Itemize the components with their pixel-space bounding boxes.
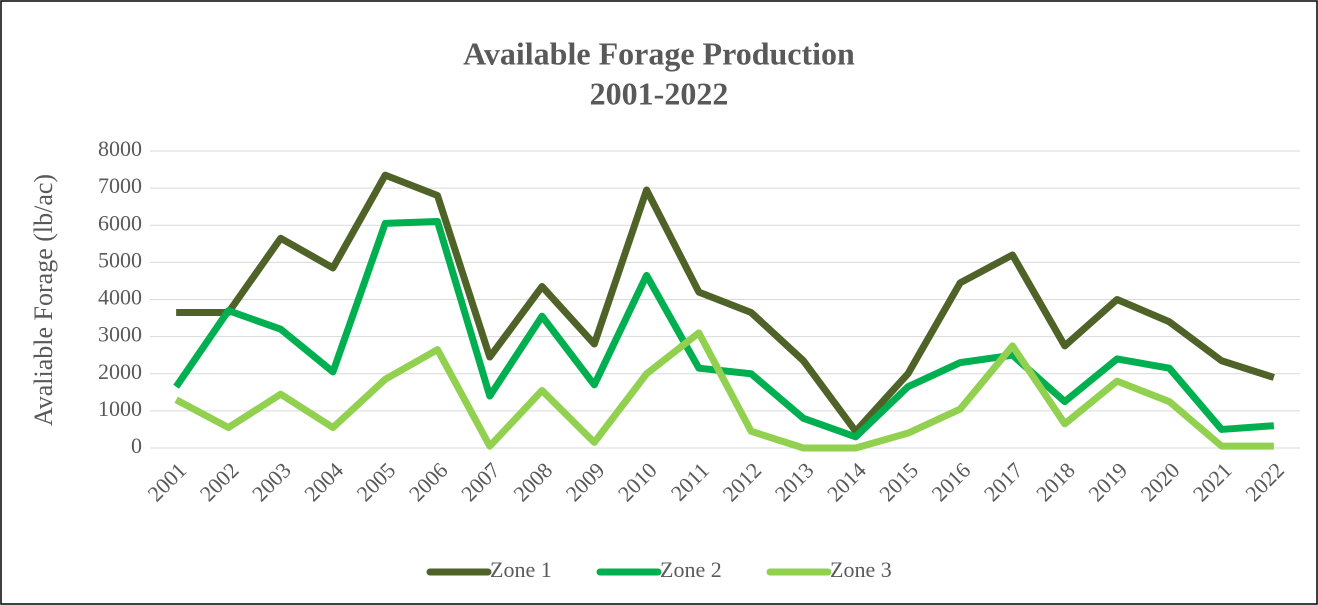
y-tick-label: 2000 <box>98 359 142 384</box>
y-tick-label: 1000 <box>98 396 142 421</box>
legend-label: Zone 2 <box>660 557 722 582</box>
y-tick-label: 0 <box>131 433 142 458</box>
y-tick-label: 3000 <box>98 322 142 347</box>
chart-subtitle: 2001-2022 <box>590 75 729 111</box>
chart-title: Available Forage Production <box>463 35 855 71</box>
y-tick-label: 6000 <box>98 210 142 235</box>
y-tick-label: 7000 <box>98 173 142 198</box>
data-line <box>173 218 1275 441</box>
legend-label: Zone 3 <box>830 557 892 582</box>
legend-label: Zone 1 <box>490 557 552 582</box>
y-tick-label: 8000 <box>98 136 142 161</box>
y-tick-label: 5000 <box>98 247 142 272</box>
y-tick-label: 4000 <box>98 285 142 310</box>
data-line <box>176 171 1275 435</box>
data-line <box>174 329 1274 452</box>
y-axis-label: Avaliable Forage (lb/ac) <box>29 174 58 426</box>
